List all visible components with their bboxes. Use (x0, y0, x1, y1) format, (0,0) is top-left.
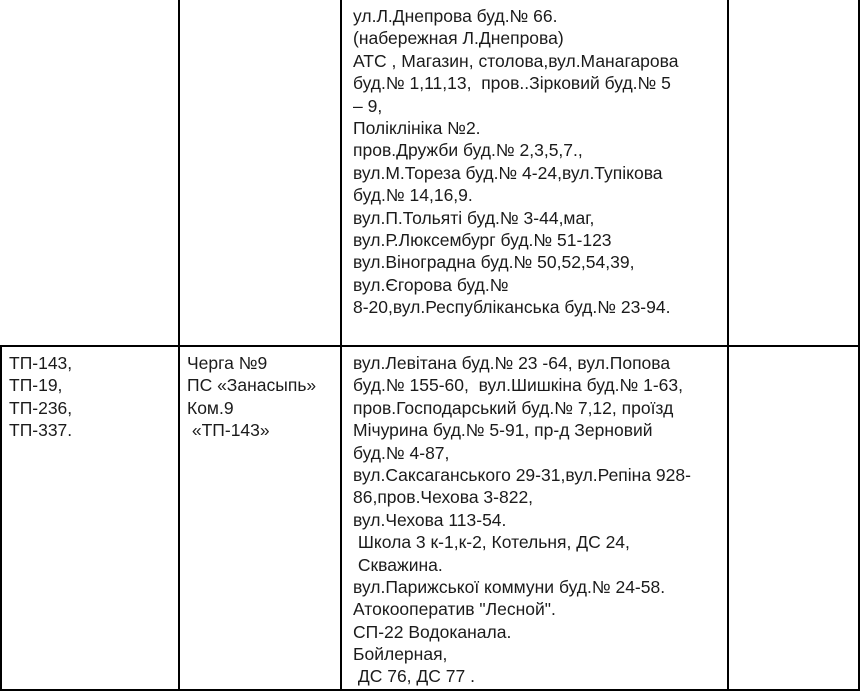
text-line: (набережная Л.Днепрова) (353, 28, 564, 49)
text-line: Поліклініка №2. (353, 117, 481, 138)
addresses-cell-row1: ул.Л.Днепрова буд.№ 66. (набережная Л.Дне… (340, 0, 727, 347)
text-line: АТС , Магазин, столова,вул.Манагарова (353, 50, 679, 71)
text-line: вул.М.Тореза буд.№ 4-24,вул.Тупікова (353, 162, 663, 183)
text-line: буд.№ 1,11,13, пров..Зірковий буд.№ 5 (353, 73, 671, 94)
text-line: Мічурина буд.№ 5-91, пр-д Зерновий (353, 420, 653, 441)
addresses-cell-row2: вул.Левітана буд.№ 23 -64, вул.Попова буд… (340, 347, 727, 691)
text-line: вул.Р.Люксембург буд.№ 51-123 (353, 229, 612, 250)
queue-cell-row2: Черга №9 ПС «Занасыпь» Ком.9 «ТП-143» (178, 347, 340, 691)
text-line: буд.№ 14,16,9. (353, 185, 473, 206)
text-line: вул.Парижської коммуни буд.№ 24-58. (353, 576, 666, 597)
text-line: Атокооператив "Лесной". (353, 599, 556, 620)
text-line: вул.П.Тольяті буд.№ 3-44,маг, (353, 207, 595, 228)
text-line: вул.Єгорова буд.№ (353, 274, 509, 295)
text-line: ТП-19, (9, 375, 63, 396)
text-line: вул.Саксаганського 29-31,вул.Репіна 928- (353, 464, 691, 485)
text-line: ДС 76, ДС 77 . (353, 666, 475, 687)
text-line: – 9, (353, 95, 383, 116)
text-line: СП-22 Водоканала. (353, 621, 512, 642)
text-line: Черга №9 (187, 353, 268, 373)
text-line: Ком.9 (187, 397, 234, 418)
text-line: Школа 3 к-1,к-2, Котельня, ДС 24, (353, 532, 630, 553)
text-line: вул.Левітана буд.№ 23 -64, вул.Попова (353, 353, 671, 373)
substations-cell-row2: ТП-143, ТП-19, ТП-236, ТП-337. (0, 347, 178, 691)
text-line: 8-20,вул.Республіканська буд.№ 23-94. (353, 297, 671, 318)
text-line: пров.Господарський буд.№ 7,12, проїзд (353, 397, 674, 418)
text-line: буд.№ 4-87, (353, 442, 450, 463)
text-line: ул.Л.Днепрова буд.№ 66. (353, 6, 558, 26)
text-line: ТП-337. (9, 420, 73, 441)
text-line: «ТП-143» (187, 420, 270, 441)
text-line: 86,пров.Чехова 3-822, (353, 487, 534, 508)
text-line: вул.Віноградна буд.№ 50,52,54,39, (353, 252, 635, 273)
queue-cell-row1 (178, 0, 340, 347)
notes-cell-row1 (727, 0, 860, 347)
text-line: ТП-143, (9, 353, 73, 373)
text-line: ТП-236, (9, 397, 73, 418)
substations-cell-row1 (0, 0, 178, 347)
text-line: вул.Чехова 113-54. (353, 509, 507, 530)
text-line: пров.Дружби буд.№ 2,3,5,7., (353, 140, 583, 161)
text-line: Скважина. (353, 554, 443, 575)
notes-cell-row2 (727, 347, 860, 691)
text-line: ПС «Занасыпь» (187, 375, 317, 396)
text-line: буд.№ 155-60, вул.Шишкіна буд.№ 1-63, (353, 375, 684, 396)
text-line: Бойлерная, (353, 644, 448, 665)
